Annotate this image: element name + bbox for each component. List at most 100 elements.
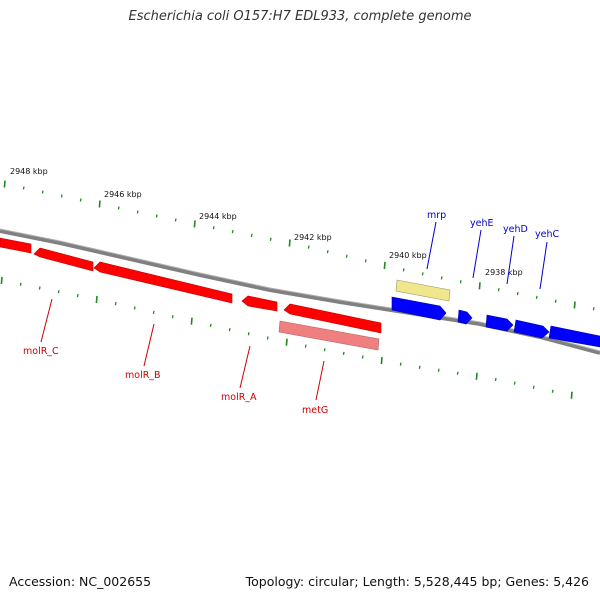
minor-tick-mark xyxy=(323,348,326,352)
minor-tick-mark xyxy=(38,286,41,290)
minor-tick-mark xyxy=(437,368,440,372)
gene-label-molR_C[interactable]: molR_C xyxy=(23,346,59,357)
minor-tick-mark xyxy=(418,365,421,369)
gene-label-molR_A[interactable]: molR_A xyxy=(221,392,257,403)
gene-label-yehE[interactable]: yehE xyxy=(470,218,494,229)
minor-tick-mark xyxy=(57,290,60,294)
minor-tick-mark xyxy=(133,306,136,310)
minor-tick-mark xyxy=(41,190,44,194)
gene-label-molR_B[interactable]: molR_B xyxy=(125,370,161,381)
minor-tick-mark xyxy=(60,194,63,198)
major-tick-mark xyxy=(383,261,386,269)
gene-arrow-mrp-cds[interactable] xyxy=(391,296,447,321)
genome-summary-text: Topology: circular; Length: 5,528,445 bp… xyxy=(245,574,589,589)
genome-title: Escherichia coli O157:H7 EDL933, complet… xyxy=(128,9,472,24)
label-leader-yehE xyxy=(472,229,482,279)
minor-tick-mark xyxy=(554,299,557,303)
label-leader-molR_B xyxy=(143,323,155,367)
minor-tick-mark xyxy=(79,198,82,202)
accession-text: Accession: NC_002655 xyxy=(9,574,152,589)
minor-tick-mark xyxy=(152,310,155,315)
minor-tick-mark xyxy=(247,332,250,336)
minor-tick-mark xyxy=(345,254,348,258)
label-leader-molR_C xyxy=(40,298,53,343)
gene-label-yehC[interactable]: yehC xyxy=(535,229,559,240)
inner-tick-marks xyxy=(0,276,573,399)
label-leader-yehD xyxy=(506,235,515,285)
minor-tick-mark xyxy=(22,186,25,190)
major-tick-mark xyxy=(98,200,101,208)
minor-tick-mark xyxy=(402,268,405,272)
gene-arrow-yehE[interactable] xyxy=(457,309,473,325)
minor-tick-mark xyxy=(266,336,269,340)
minor-tick-mark xyxy=(532,385,535,389)
gene-arrow-yehC[interactable] xyxy=(513,319,550,339)
minor-tick-mark xyxy=(136,210,139,214)
minor-tick-mark xyxy=(228,327,231,332)
minor-tick-mark xyxy=(250,233,253,238)
minor-tick-mark xyxy=(513,381,516,385)
major-tick-mark xyxy=(288,239,291,247)
gene-arrow-yehD[interactable] xyxy=(485,314,514,332)
feature-bar-mrp[interactable] xyxy=(395,279,451,302)
minor-tick-mark xyxy=(592,307,595,311)
minor-tick-mark xyxy=(516,291,519,296)
label-leader-metG xyxy=(315,360,325,401)
minor-tick-mark xyxy=(117,206,120,210)
gene-arrow-yehC-next[interactable] xyxy=(548,325,600,348)
major-tick-mark xyxy=(95,295,98,303)
minor-tick-mark xyxy=(421,272,424,276)
minor-tick-mark xyxy=(304,344,307,348)
gene-label-yehD[interactable]: yehD xyxy=(503,224,528,235)
tick-label: 2944 kbp xyxy=(199,212,237,221)
label-leader-yehC xyxy=(539,241,548,290)
minor-tick-mark xyxy=(307,245,310,249)
major-tick-mark xyxy=(570,391,573,399)
gene-arrow-molR_A[interactable] xyxy=(241,295,278,312)
minor-tick-mark xyxy=(19,282,22,286)
genome-backbone xyxy=(0,229,600,355)
genome-backbone-highlight xyxy=(0,228,600,352)
outer-tick-marks xyxy=(3,180,595,311)
minor-tick-mark xyxy=(494,377,497,381)
minor-tick-mark xyxy=(171,315,174,319)
major-tick-mark xyxy=(285,338,288,346)
minor-tick-mark xyxy=(459,280,462,284)
minor-tick-mark xyxy=(364,259,367,263)
gene-arrow-metG-cds[interactable] xyxy=(283,303,382,334)
feature-bar-metG[interactable] xyxy=(278,320,380,351)
major-tick-mark xyxy=(190,317,193,325)
tick-label: 2946 kbp xyxy=(104,190,142,199)
tick-label: 2942 kbp xyxy=(294,233,332,242)
minor-tick-mark xyxy=(231,229,234,234)
minor-tick-mark xyxy=(497,288,500,292)
minor-tick-mark xyxy=(535,295,538,300)
label-leader-mrp xyxy=(426,221,437,270)
minor-tick-mark xyxy=(269,237,272,241)
minor-tick-mark xyxy=(155,214,158,218)
minor-tick-mark xyxy=(440,276,443,280)
major-tick-mark xyxy=(3,180,6,188)
tick-label: 2948 kbp xyxy=(10,167,48,176)
label-leader-molR_A xyxy=(239,345,251,389)
major-tick-mark xyxy=(475,372,478,380)
minor-tick-mark xyxy=(114,302,117,306)
tick-label: 2938 kbp xyxy=(485,268,523,277)
minor-tick-mark xyxy=(76,293,79,298)
gene-arrow-molR_C[interactable] xyxy=(0,237,32,254)
gene-arrow-molR_C-2[interactable] xyxy=(33,247,94,272)
minor-tick-mark xyxy=(326,250,329,254)
gene-label-metG[interactable]: metG xyxy=(302,405,328,416)
minor-tick-mark xyxy=(212,226,215,230)
major-tick-mark xyxy=(478,282,481,290)
major-tick-mark xyxy=(380,357,383,365)
gene-arrow-molR_B[interactable] xyxy=(93,261,233,304)
gene-label-mrp[interactable]: mrp xyxy=(427,210,446,221)
tick-label: 2940 kbp xyxy=(389,251,427,260)
minor-tick-mark xyxy=(174,218,177,222)
major-tick-mark xyxy=(193,220,196,228)
minor-tick-mark xyxy=(456,371,459,375)
major-tick-mark xyxy=(0,276,3,284)
